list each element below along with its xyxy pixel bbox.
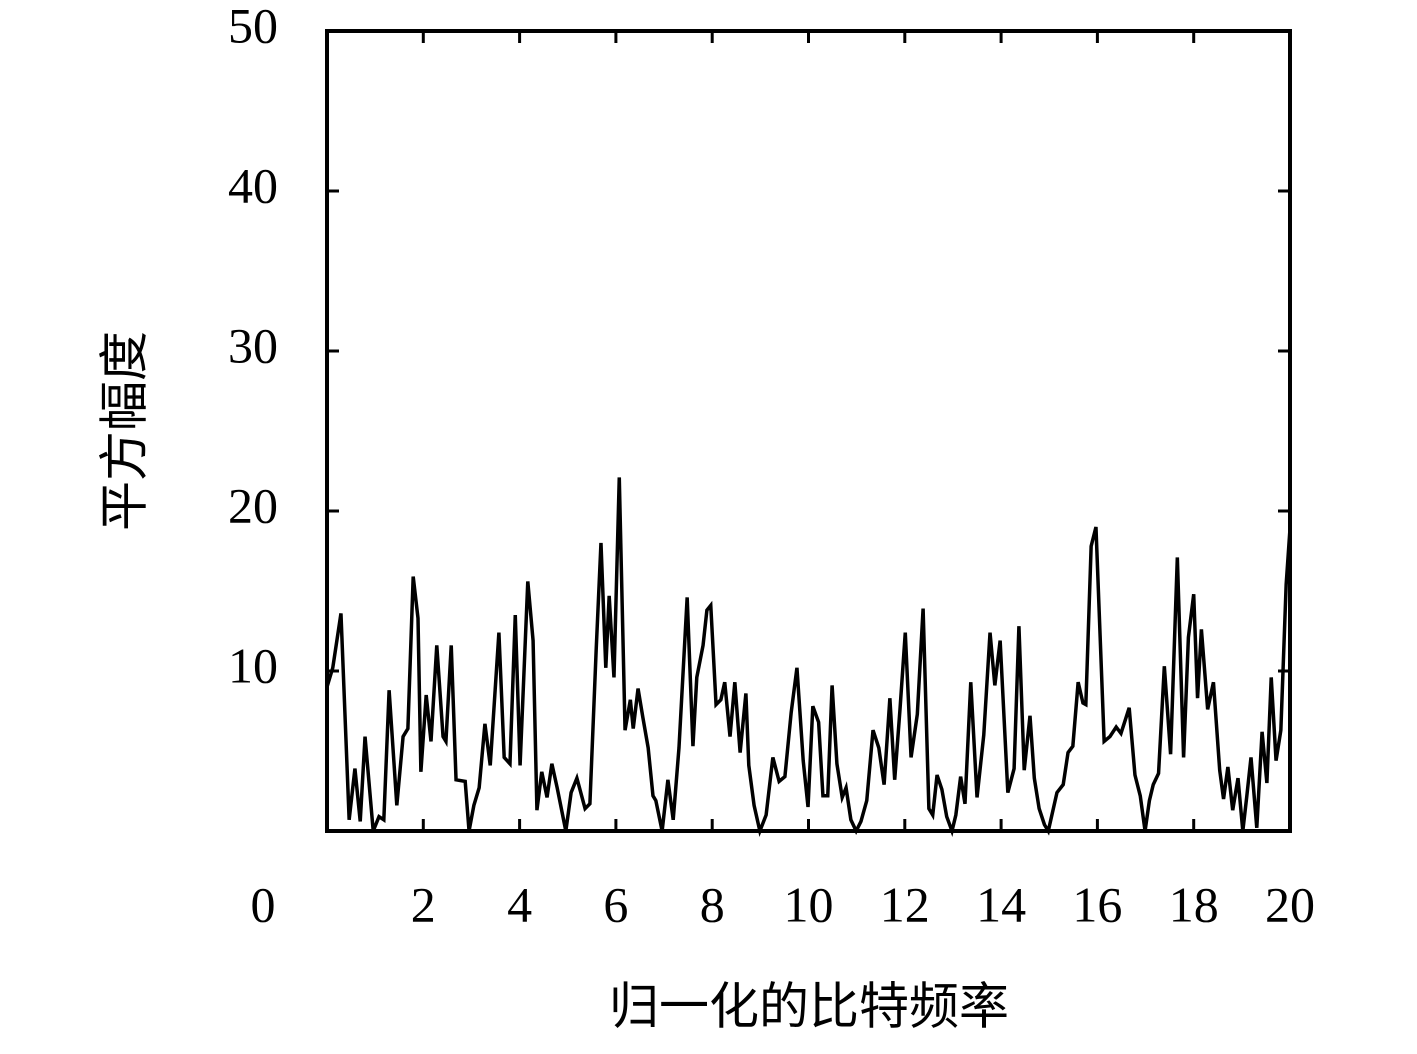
x-tick-label: 12: [880, 876, 930, 932]
x-tick-label: 0: [251, 876, 276, 932]
x-tick-label: 20: [1265, 876, 1315, 932]
y-tick-label: 50: [228, 0, 278, 53]
x-tick-label: 8: [700, 876, 725, 932]
x-tick-label: 2: [411, 876, 436, 932]
x-axis-label: 归一化的比特频率: [609, 978, 1009, 1034]
x-tick-label: 16: [1072, 876, 1122, 932]
y-tick-label: 40: [228, 157, 278, 213]
x-tick-label: 10: [784, 876, 834, 932]
y-tick-label: 10: [228, 637, 278, 693]
y-tick-label: 20: [228, 477, 278, 533]
x-tick-label: 14: [976, 876, 1026, 932]
data-line: [325, 477, 1292, 838]
y-tick-label: 30: [228, 317, 278, 373]
x-tick-label: 6: [603, 876, 628, 932]
x-tick-label: 18: [1169, 876, 1219, 932]
x-tick-label: 4: [507, 876, 532, 932]
plot-frame: [325, 29, 1292, 833]
y-axis-label: 平方幅度: [96, 331, 152, 531]
